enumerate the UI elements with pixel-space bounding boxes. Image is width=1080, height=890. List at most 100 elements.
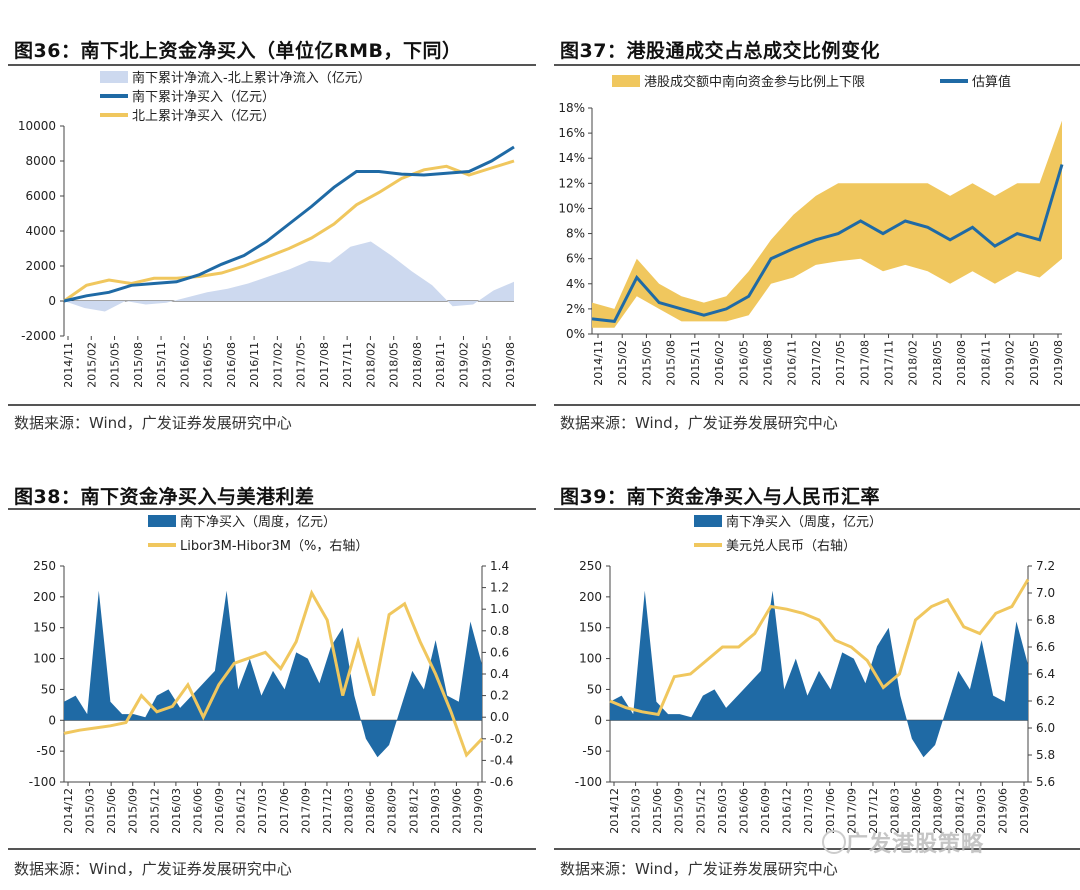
x-tick-label: 2018/02 [364,342,377,388]
x-tick-label: 2017/02 [810,340,823,386]
source-note: 数据来源：Wind，广发证券发展研究中心 [560,860,838,878]
legend-area-swatch [694,515,722,527]
y-left-tick-label: 50 [41,682,56,696]
x-tick-label: 2018/03 [889,788,902,834]
x-tick-label: 2018/06 [910,788,923,834]
y-right-tick-label: 7.0 [1036,586,1055,600]
source-note: 数据来源：Wind，广发证券发展研究中心 [560,414,838,432]
legend-label: 美元兑人民币（右轴） [726,539,856,554]
x-tick-label: 2015/06 [651,788,664,834]
x-tick-label: 2017/06 [824,788,837,834]
x-tick-label: 2016/11 [786,340,799,386]
y-tick-label: 10% [558,201,585,215]
y-right-tick-label: 1.4 [490,559,509,573]
panel-fig37: 图37：港股通成交占总成交比例变化 0% 2% 4% 6% 8% 10% 12% 14% 16%… [554,0,1080,440]
x-tick-label: 2017/09 [299,788,312,834]
y-left-tick-label: 200 [579,590,602,604]
legend-label: Libor3M-Hibor3M（%，右轴） [180,539,368,554]
x-tick-label: 2016/09 [213,788,226,834]
y-tick-label: 4% [566,277,585,291]
y-left-tick-label: 250 [579,559,602,573]
source-note: 数据来源：Wind，广发证券发展研究中心 [14,414,292,432]
legend-area-swatch [612,75,640,87]
y-left-tick-label: 150 [33,621,56,635]
x-tick-label: 2015/05 [640,340,653,386]
x-tick-label: 2015/02 [616,340,629,386]
y-right-tick-label: -0.2 [490,732,513,746]
x-tick-label: 2016/05 [737,340,750,386]
x-tick-label: 2016/06 [737,788,750,834]
source-rule [8,848,536,850]
y-tick-label: 4000 [25,224,56,238]
x-tick-label: 2019/02 [1004,340,1017,386]
chart-fig37: 0% 2% 4% 6% 8% 10% 12% 14% 16% 18% 2014/11 2015/02 2… [558,74,1065,386]
y-right-tick-label: 0.2 [490,689,509,703]
x-tick-label: 2018/02 [907,340,920,386]
x-tick-label: 2017/08 [318,342,331,388]
x-tick-label: 2016/02 [713,340,726,386]
x-tick-label: 2018/08 [411,342,424,388]
x-tick-label: 2014/11 [592,340,605,386]
x-tick-label: 2016/11 [248,342,261,388]
legend-area-swatch [148,515,176,527]
y-tick-label: 18% [558,101,585,115]
x-tick-label: 2014/12 [608,788,621,834]
x-tick-label: 2017/08 [858,340,871,386]
y-right-tick-label: 0.6 [490,645,509,659]
title-rule [8,64,536,66]
y-left-tick-label: -100 [29,775,56,789]
x-tick-label: 2017/06 [278,788,291,834]
x-tick-label: 2018/09 [386,788,399,834]
source-note: 数据来源：Wind，广发证券发展研究中心 [14,860,292,878]
x-tick-label: 2015/12 [148,788,161,834]
y-right-tick-label: 0.8 [490,624,509,638]
y-left-tick-label: -50 [36,744,56,758]
y-tick-label: 6% [566,252,585,266]
x-tick-label: 2019/02 [457,342,470,388]
y-tick-label: 16% [558,126,585,140]
x-tick-label: 2019/09 [472,788,485,834]
x-tick-label: 2015/11 [155,342,168,388]
x-tick-label: 2015/08 [665,340,678,386]
y-right-tick-label: 1.2 [490,581,509,595]
title-rule [8,508,536,510]
x-tick-label: 2017/02 [271,342,284,388]
y-right-tick-label: 6.8 [1036,613,1055,627]
x-tick-label: 2016/03 [716,788,729,834]
x-tick-label: 2018/09 [932,788,945,834]
x-tick-label: 2015/12 [694,788,707,834]
y-right-tick-label: -0.6 [490,775,513,789]
y-left-tick-label: 100 [579,652,602,666]
source-rule [554,404,1080,406]
y-right-tick-label: 6.4 [1036,667,1055,681]
legend-line-swatch [100,94,128,98]
x-tick-label: 2016/08 [225,342,238,388]
x-tick-label: 2019/03 [429,788,442,834]
y-right-tick-label: 7.2 [1036,559,1055,573]
y-tick-label: 2% [566,302,585,316]
x-tick-label: 2015/03 [84,788,97,834]
y-tick-label: 12% [558,176,585,190]
x-tick-label: 2019/08 [1052,340,1065,386]
x-tick-label: 2015/06 [105,788,118,834]
y-left-tick-label: 50 [587,682,602,696]
panel-fig39: 图39：南下资金净买入与人民币汇率 -100 -50 0 50 100 150 200 250… [554,448,1080,888]
x-tick-label: 2019/08 [504,342,517,388]
y-right-tick-label: 0.4 [490,667,509,681]
legend-area-swatch [100,71,128,83]
legend-label: 南下累计净买入（亿元） [132,89,275,105]
x-tick-label: 2016/05 [202,342,215,388]
legend-label: 南下累计净流入-北上累计净流入（亿元） [132,70,371,86]
x-tick-label: 2015/03 [630,788,643,834]
y-tick-label: 10000 [18,119,56,133]
y-left-tick-label: 100 [33,652,56,666]
y-left-tick-label: -50 [582,744,602,758]
y-tick-label: 0% [566,327,585,341]
y-left-tick-label: 150 [579,621,602,635]
line-right-axis-series [63,589,484,758]
y-tick-label: 0 [48,294,56,308]
title-rule [554,64,1080,66]
x-tick-label: 2019/05 [1028,340,1041,386]
line-right-axis-series [609,578,1030,717]
legend-label: 北上累计净买入（亿元） [132,109,275,124]
